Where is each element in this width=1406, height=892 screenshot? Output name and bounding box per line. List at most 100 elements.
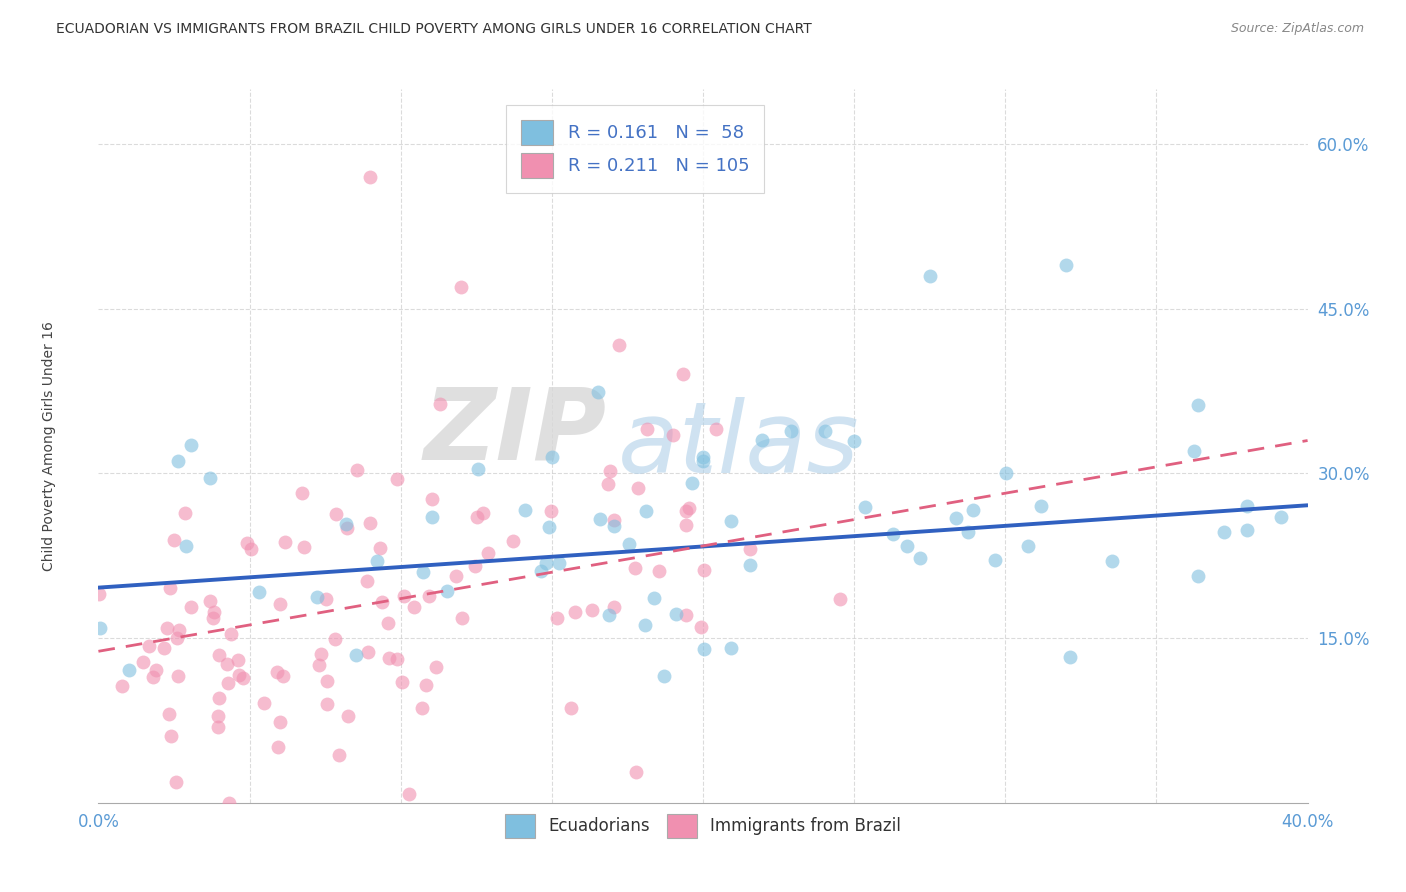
Point [315,591,337,606]
Point [1031,500,1053,514]
Point [689,620,711,634]
Point [675,504,697,518]
Point [636,422,658,436]
Point [217,675,239,690]
Point [444,569,467,583]
Point [603,600,626,615]
Point [357,645,380,659]
Point [117,663,139,677]
Point [269,597,291,611]
Point [704,422,727,436]
Point [371,595,394,609]
Point [201,611,224,625]
Point [675,607,697,622]
Point [1059,650,1081,665]
Point [720,514,742,528]
Point [681,476,703,491]
Point [269,715,291,730]
Point [267,740,290,755]
Point [142,670,165,684]
Text: ZIP: ZIP [423,384,606,480]
Point [207,709,229,723]
Point [599,464,621,478]
Point [530,565,553,579]
Point [159,729,181,743]
Point [219,627,242,641]
Point [1187,569,1209,583]
Point [198,594,221,608]
Point [828,591,851,606]
Point [316,674,339,689]
Point [855,500,877,515]
Point [1270,509,1292,524]
Point [882,527,904,541]
Point [581,603,603,617]
Point [356,574,378,588]
Point [391,675,413,690]
Point [634,504,657,518]
Point [291,486,314,500]
Point [957,525,980,540]
Point [665,607,688,622]
Point [385,472,408,486]
Point [692,450,714,464]
Point [536,556,558,570]
Text: Child Poverty Among Girls Under 16: Child Poverty Among Girls Under 16 [42,321,56,571]
Point [564,605,586,619]
Point [537,520,560,534]
Point [346,462,368,476]
Point [328,748,350,763]
Point [157,707,180,722]
Point [174,506,197,520]
Point [323,632,346,646]
Point [415,678,437,692]
Point [163,533,186,547]
Point [366,554,388,568]
Point [1187,399,1209,413]
Point [896,539,918,553]
Point [1184,444,1206,458]
Point [624,561,647,575]
Point [274,535,297,549]
Point [311,647,333,661]
Point [346,648,368,663]
Point [204,605,226,619]
Point [1017,539,1039,553]
Point [962,503,984,517]
Point [180,600,202,615]
Point [464,559,486,574]
Point [253,696,276,710]
Point [411,700,433,714]
Point [477,546,499,560]
Point [412,566,434,580]
Point [738,541,761,556]
Point [598,607,620,622]
Point [751,433,773,447]
Point [647,564,669,578]
Point [271,669,294,683]
Point [392,589,415,603]
Point [589,512,612,526]
Point [89,587,111,601]
Point [546,611,568,625]
Text: ECUADORIAN VS IMMIGRANTS FROM BRAZIL CHILD POVERTY AMONG GIRLS UNDER 16 CORRELAT: ECUADORIAN VS IMMIGRANTS FROM BRAZIL CHI… [56,22,813,37]
Point [983,553,1005,567]
Point [398,787,420,801]
Point [908,551,931,566]
Point [502,534,524,549]
Point [308,658,330,673]
Point [145,663,167,677]
Point [208,691,231,706]
Point [180,438,202,452]
Point [266,665,288,679]
Point [607,338,630,352]
Point [1054,258,1077,272]
Point [1236,523,1258,537]
Point [167,624,190,638]
Point [418,589,440,603]
Point [465,509,488,524]
Point [693,563,716,577]
Point [643,591,665,605]
Point [198,471,221,485]
Point [560,701,582,715]
